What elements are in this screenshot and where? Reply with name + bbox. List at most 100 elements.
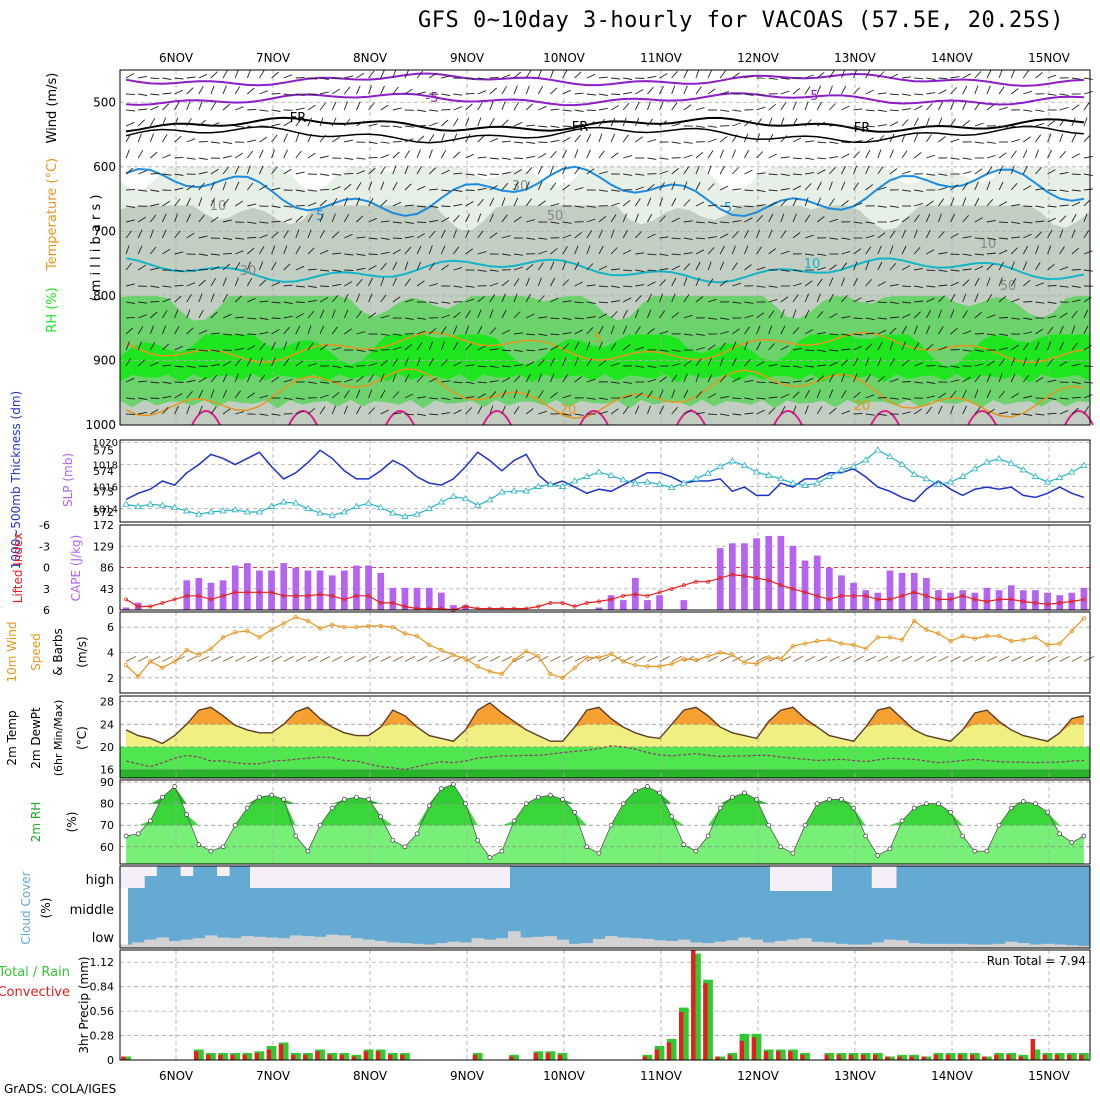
wind-barb (295, 313, 304, 319)
precip-convective-bar (691, 950, 696, 1060)
precip-total-bar (921, 1056, 932, 1060)
wind-barb (392, 86, 399, 95)
wind-barb (938, 198, 945, 207)
wind-barb (186, 405, 191, 415)
wind-barb (792, 173, 802, 176)
wind-barb (1059, 266, 1069, 271)
wind-barb (574, 92, 584, 95)
wind-barb (150, 105, 159, 111)
cloud-low-bar (702, 943, 715, 948)
rh2m-point (487, 855, 493, 860)
wind-barb (137, 133, 142, 143)
wind-barb (489, 185, 498, 191)
cloud-low-bar (459, 942, 473, 948)
wind-barb (1059, 204, 1069, 207)
li-point (960, 593, 965, 598)
li-point (1009, 597, 1014, 602)
wind-barb (368, 167, 376, 175)
cloud-low-bar (847, 944, 861, 948)
wind-barb (417, 124, 427, 127)
wind-barb (938, 269, 948, 273)
wind-barb (950, 101, 955, 111)
wind-barb (295, 171, 305, 175)
contour-label: 5 (594, 331, 602, 346)
wind-barb (1035, 328, 1044, 335)
cape-tick-label: 129 (93, 540, 114, 553)
wind-barb (174, 393, 183, 399)
wind-barb (853, 345, 862, 351)
precip-total-bar (1054, 1053, 1065, 1060)
wind-barb (513, 266, 523, 271)
wind-barb (732, 188, 742, 191)
temp-contour-25 (191, 410, 221, 426)
wind-barb (247, 87, 255, 95)
wind-barb (538, 141, 548, 143)
slp-point (449, 492, 458, 499)
li-point (875, 597, 880, 602)
precip-total-bar (1018, 1054, 1029, 1060)
date-label-bottom: 14NOV (931, 1069, 973, 1083)
wind-barb (138, 189, 148, 192)
cloud-low-bar (192, 938, 206, 948)
wind-barb (744, 149, 750, 159)
wind-barb (489, 157, 499, 160)
wind-barb (974, 253, 984, 256)
wind-barb (332, 347, 342, 351)
wind-barb (501, 293, 506, 303)
rh2m-point (426, 803, 432, 809)
wind-barb (707, 261, 712, 271)
cape-bar (656, 595, 663, 610)
wind-barb (853, 373, 858, 383)
precip-convective-bar (885, 1056, 890, 1060)
wind-barb (392, 69, 397, 79)
wind-barb-10m (344, 655, 355, 662)
wind-barb (732, 72, 740, 79)
rh2m-point (438, 786, 444, 791)
wind-barb (417, 396, 427, 399)
wind-barb (465, 103, 473, 111)
cloud-low-bar (944, 943, 958, 948)
wind-barb (1083, 230, 1090, 239)
wind-barb (805, 140, 815, 143)
wind-barb (307, 77, 317, 80)
wind-speed-point (451, 652, 456, 658)
wind-barb (889, 149, 894, 159)
wind-barb (938, 295, 946, 303)
slp-point (207, 508, 215, 515)
wind-barb (295, 397, 305, 400)
rh2m-point (402, 844, 408, 850)
wind-barb (125, 167, 134, 175)
wind-barb (938, 309, 943, 319)
wind-barb (731, 341, 737, 351)
date-label-bottom: 9NOV (450, 1069, 485, 1083)
wind-barb (999, 317, 1009, 319)
wind-barb (938, 231, 945, 239)
wind-barb (526, 155, 536, 159)
wind-barb (453, 341, 459, 351)
wind-barb (283, 379, 293, 383)
wind-barb (768, 173, 778, 176)
wind-barb (465, 407, 473, 415)
wind-barb (829, 237, 839, 240)
wind-barb (768, 363, 778, 367)
wind-barb (744, 301, 754, 304)
wind-barb (1059, 93, 1069, 96)
wind-barb (962, 330, 972, 335)
wind-barb (901, 133, 906, 143)
li-point (1057, 600, 1062, 605)
precip-convective-bar (788, 1051, 793, 1060)
wind-speed-point (705, 654, 711, 659)
wind-barb (1071, 213, 1077, 223)
wind-barb (137, 150, 144, 159)
precip-convective-bar (860, 1054, 866, 1060)
wind-barb (1071, 299, 1081, 303)
rh2m-point (196, 842, 202, 847)
wind-barb (780, 345, 789, 351)
wind-barb (380, 220, 390, 223)
wind-barb (683, 252, 693, 255)
wind-barb (962, 73, 971, 79)
wind-barb-10m (901, 655, 913, 662)
wind-barb (683, 199, 691, 207)
wind-barb (271, 329, 280, 335)
wind-barb (901, 229, 907, 239)
